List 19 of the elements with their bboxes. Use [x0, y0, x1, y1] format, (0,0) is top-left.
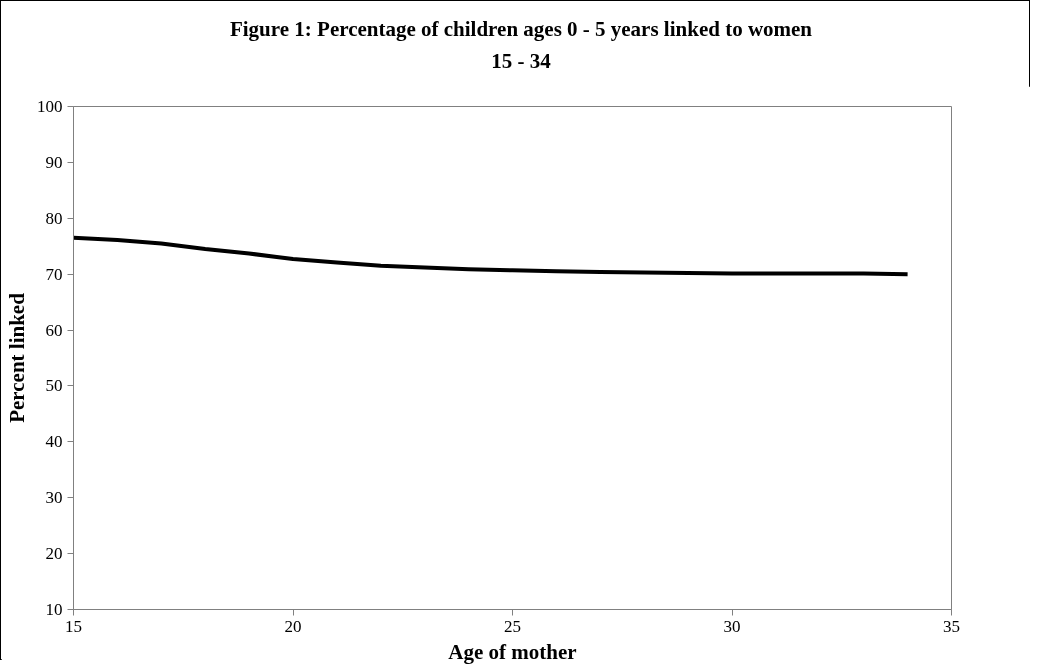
y-tick-label: 30	[45, 488, 63, 508]
y-axis-title: Percent linked	[5, 292, 29, 423]
y-tick-label: 60	[45, 320, 63, 340]
y-tick-label: 80	[45, 208, 63, 228]
x-tick-label: 25	[504, 616, 521, 636]
x-axis-title: Age of mother	[448, 639, 577, 664]
x-tick-label: 35	[943, 616, 960, 636]
y-tick-label: 40	[45, 432, 63, 452]
x-tick-label: 15	[65, 616, 82, 636]
x-tick-label: 20	[284, 616, 302, 636]
y-tick-label: 50	[45, 376, 63, 396]
y-tick-label: 10	[45, 600, 63, 619]
x-tick-label: 30	[723, 616, 741, 636]
y-tick-label: 70	[45, 264, 63, 284]
chart-title: Figure 1: Percentage of children ages 0 - 5 years linked to women 15 - 34	[229, 16, 813, 75]
line-series	[73, 235, 910, 277]
y-tick-label: 20	[45, 544, 63, 564]
y-tick-label: 90	[45, 152, 63, 172]
y-tick-label: 100	[37, 97, 63, 116]
